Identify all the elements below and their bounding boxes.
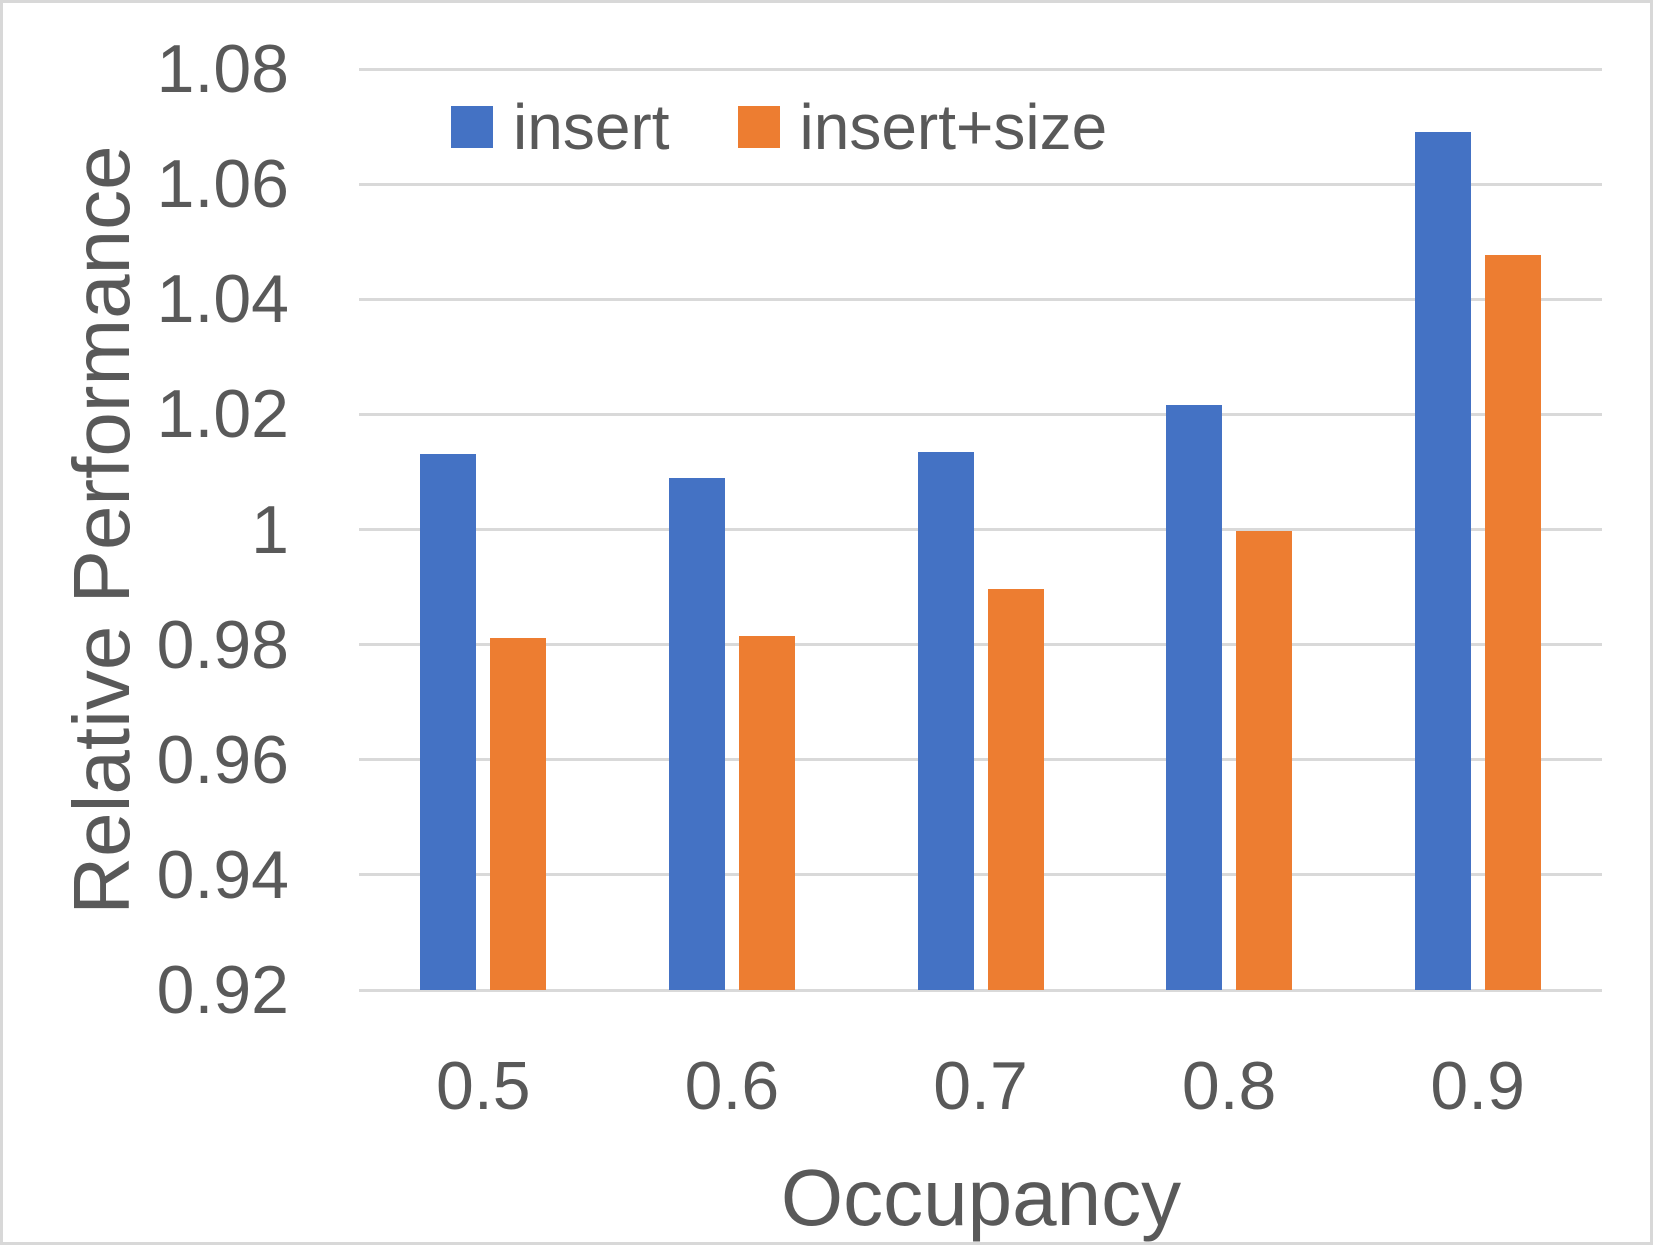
legend-label-insert-size: insert+size xyxy=(799,91,1108,163)
x-tick-label-0.9: 0.9 xyxy=(1430,1048,1525,1124)
y-tick-label-1: 1 xyxy=(251,491,289,568)
gridline xyxy=(359,988,1602,992)
gridline xyxy=(359,528,1602,531)
legend-swatch-insert-icon xyxy=(451,106,493,148)
x-tick-label-0.6: 0.6 xyxy=(684,1048,780,1124)
legend-item-insert-size[interactable]: insert+size xyxy=(737,91,1108,163)
plot-area xyxy=(359,67,1602,992)
gridline xyxy=(359,643,1602,647)
legend-swatch-insert-size-icon xyxy=(737,106,780,148)
bar-insert-0.8[interactable] xyxy=(1166,404,1223,990)
gridline xyxy=(359,67,1602,71)
legend-label-insert: insert xyxy=(513,91,670,163)
y-tick-label-1.04: 1.04 xyxy=(156,261,289,338)
bar-insert+size-0.7[interactable] xyxy=(987,589,1044,990)
bar-insert+size-0.8[interactable] xyxy=(1236,531,1293,990)
legend-item-insert[interactable]: insert xyxy=(451,95,670,159)
y-tick-label-0.96: 0.96 xyxy=(156,721,289,798)
bar-insert+size-0.5[interactable] xyxy=(490,638,547,990)
gridline xyxy=(359,412,1602,416)
legend: insert insert+size xyxy=(451,91,1108,163)
bar-insert-0.6[interactable] xyxy=(668,477,725,990)
bar-insert+size-0.6[interactable] xyxy=(738,635,795,990)
gridline xyxy=(359,297,1602,301)
y-tick-label-0.94: 0.94 xyxy=(156,836,289,913)
bar-insert+size-0.9[interactable] xyxy=(1484,254,1541,990)
x-tick-label-0.5: 0.5 xyxy=(436,1048,531,1124)
bar-insert-0.5[interactable] xyxy=(420,454,477,990)
y-tick-label-1.02: 1.02 xyxy=(156,376,289,453)
gridline xyxy=(359,873,1602,877)
y-tick-label-0.92: 0.92 xyxy=(156,952,289,1028)
x-tick-label-0.7: 0.7 xyxy=(933,1048,1028,1124)
bar-insert-0.7[interactable] xyxy=(917,451,974,990)
x-axis-title: Occupancy xyxy=(780,1153,1182,1242)
gridline xyxy=(359,182,1602,186)
bar-insert-0.9[interactable] xyxy=(1414,132,1471,990)
x-tick-label-0.8: 0.8 xyxy=(1181,1048,1277,1124)
y-tick-label-1.06: 1.06 xyxy=(156,146,289,223)
gridline xyxy=(359,758,1602,762)
y-tick-label-0.98: 0.98 xyxy=(156,606,289,683)
y-tick-label-1.08: 1.08 xyxy=(156,31,289,107)
